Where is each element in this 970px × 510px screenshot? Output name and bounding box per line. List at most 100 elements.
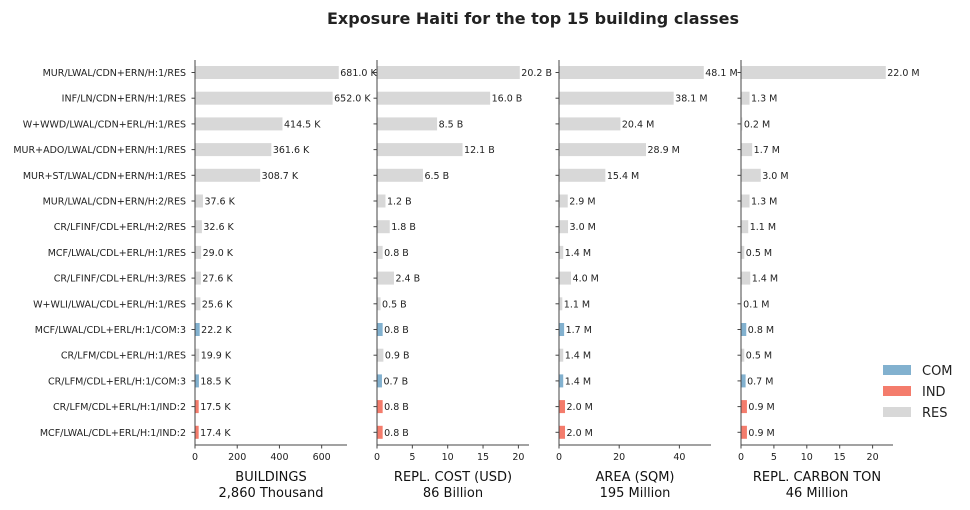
bar — [559, 425, 566, 439]
data-label: 1.1 M — [750, 222, 776, 233]
bar — [559, 400, 566, 414]
data-label: 2.0 M — [567, 428, 593, 439]
data-label: 0.9 B — [385, 351, 410, 362]
legend-label: RES — [922, 406, 948, 421]
data-label: 28.9 M — [647, 145, 679, 156]
data-label: 2.0 M — [567, 402, 593, 413]
x-tick-label: 600 — [313, 452, 331, 463]
bar — [195, 348, 200, 362]
bar — [377, 91, 491, 105]
data-label: 37.6 K — [204, 197, 235, 208]
bar — [559, 220, 569, 234]
legend: COM IND RES — [883, 364, 953, 421]
data-label: 2.9 M — [569, 197, 595, 208]
data-label: 1.3 M — [751, 197, 777, 208]
bar — [195, 323, 200, 336]
x-axis-total: 195 Million — [600, 486, 671, 501]
x-tick-label: 5 — [771, 452, 777, 463]
bar — [741, 220, 749, 234]
data-label: 1.1 M — [564, 299, 590, 310]
x-tick-label: 40 — [673, 452, 685, 463]
data-label: 4.0 M — [573, 274, 599, 285]
chart-panels: 681.0 K 652.0 K 414.5 K 361.6 K 308.7 K 37.6 … — [191, 60, 920, 501]
bar — [195, 374, 199, 388]
category-label: MUR+ADO/LWAL/CDN+ERN/H:1/RES — [13, 145, 186, 156]
bar — [377, 425, 383, 439]
data-label: 0.9 M — [748, 428, 774, 439]
bar — [741, 194, 750, 208]
category-label: MUR+ST/LWAL/CDN+ERN/H:1/RES — [23, 171, 186, 182]
data-label: 32.6 K — [203, 222, 234, 233]
bar — [377, 168, 423, 182]
bar — [559, 66, 704, 79]
category-label: MUR/LWAL/CDN+ERN/H:2/RES — [43, 197, 186, 208]
bar — [377, 271, 394, 285]
data-label: 0.9 M — [748, 402, 774, 413]
bar — [377, 220, 390, 234]
bar — [741, 245, 745, 259]
x-axis-label: REPL. COST (USD) — [394, 470, 512, 485]
data-label: 1.7 M — [754, 145, 780, 156]
data-label: 22.0 M — [887, 68, 919, 79]
data-label: 308.7 K — [262, 171, 299, 182]
bar — [741, 425, 747, 439]
data-label: 0.7 B — [383, 376, 408, 387]
bar — [559, 143, 646, 157]
x-tick-label: 200 — [228, 452, 246, 463]
x-tick-label: 15 — [477, 452, 489, 463]
category-label: CR/LFM/CDL+ERL/H:1/COM:3 — [48, 376, 186, 387]
x-tick-label: 20 — [867, 452, 879, 463]
data-label: 1.4 M — [565, 351, 591, 362]
data-label: 0.8 B — [384, 248, 409, 259]
bar — [195, 400, 199, 414]
bar — [559, 168, 606, 182]
data-label: 0.8 B — [384, 428, 409, 439]
data-label: 681.0 K — [340, 68, 377, 79]
bar — [559, 374, 564, 388]
category-label: INF/LN/CDN+ERN/H:1/RES — [62, 94, 186, 105]
category-label: W+WWD/LWAL/CDN+ERL/H:1/RES — [23, 119, 186, 130]
data-label: 22.2 K — [201, 325, 232, 336]
data-label: 20.2 B — [521, 68, 552, 79]
data-label: 1.7 M — [566, 325, 592, 336]
bar — [559, 271, 572, 285]
category-label: W+WLI/LWAL/CDL+ERL/H:1/RES — [33, 299, 186, 310]
bar — [377, 400, 383, 414]
bar — [559, 91, 674, 105]
bar — [195, 91, 333, 105]
category-label: CR/LFM/CDL+ERL/H:1/IND:2 — [53, 402, 186, 413]
x-tick-label: 0 — [556, 452, 562, 463]
x-tick-label: 10 — [801, 452, 813, 463]
x-tick-label: 400 — [270, 452, 288, 463]
x-tick-label: 20 — [512, 452, 524, 463]
data-label: 1.4 M — [565, 376, 591, 387]
data-label: 1.8 B — [391, 222, 416, 233]
legend-swatch — [883, 407, 911, 417]
x-axis-total: 46 Million — [786, 486, 849, 501]
panel: 22.0 M 1.3 M 0.2 M 1.7 M 3.0 M 1.3 M 1.1 M 0.5 … — [737, 60, 920, 501]
bar — [195, 297, 201, 311]
data-label: 29.0 K — [203, 248, 234, 259]
data-label: 0.8 M — [748, 325, 774, 336]
legend-label: COM — [922, 364, 953, 379]
bar — [195, 245, 202, 259]
data-label: 0.5 M — [746, 248, 772, 259]
bar — [741, 143, 753, 157]
data-label: 38.1 M — [675, 94, 707, 105]
bar — [195, 271, 201, 285]
data-label: 48.1 M — [705, 68, 737, 79]
data-label: 1.4 M — [752, 274, 778, 285]
bar — [195, 168, 261, 182]
x-tick-label: 15 — [834, 452, 846, 463]
data-label: 1.2 B — [387, 197, 412, 208]
data-label: 361.6 K — [273, 145, 310, 156]
legend-swatch — [883, 386, 911, 396]
bar — [741, 91, 750, 105]
x-tick-label: 5 — [409, 452, 415, 463]
x-tick-label: 0 — [374, 452, 380, 463]
legend-swatch — [883, 365, 911, 375]
x-tick-label: 20 — [613, 452, 625, 463]
bar — [195, 220, 202, 234]
bar — [377, 143, 463, 157]
